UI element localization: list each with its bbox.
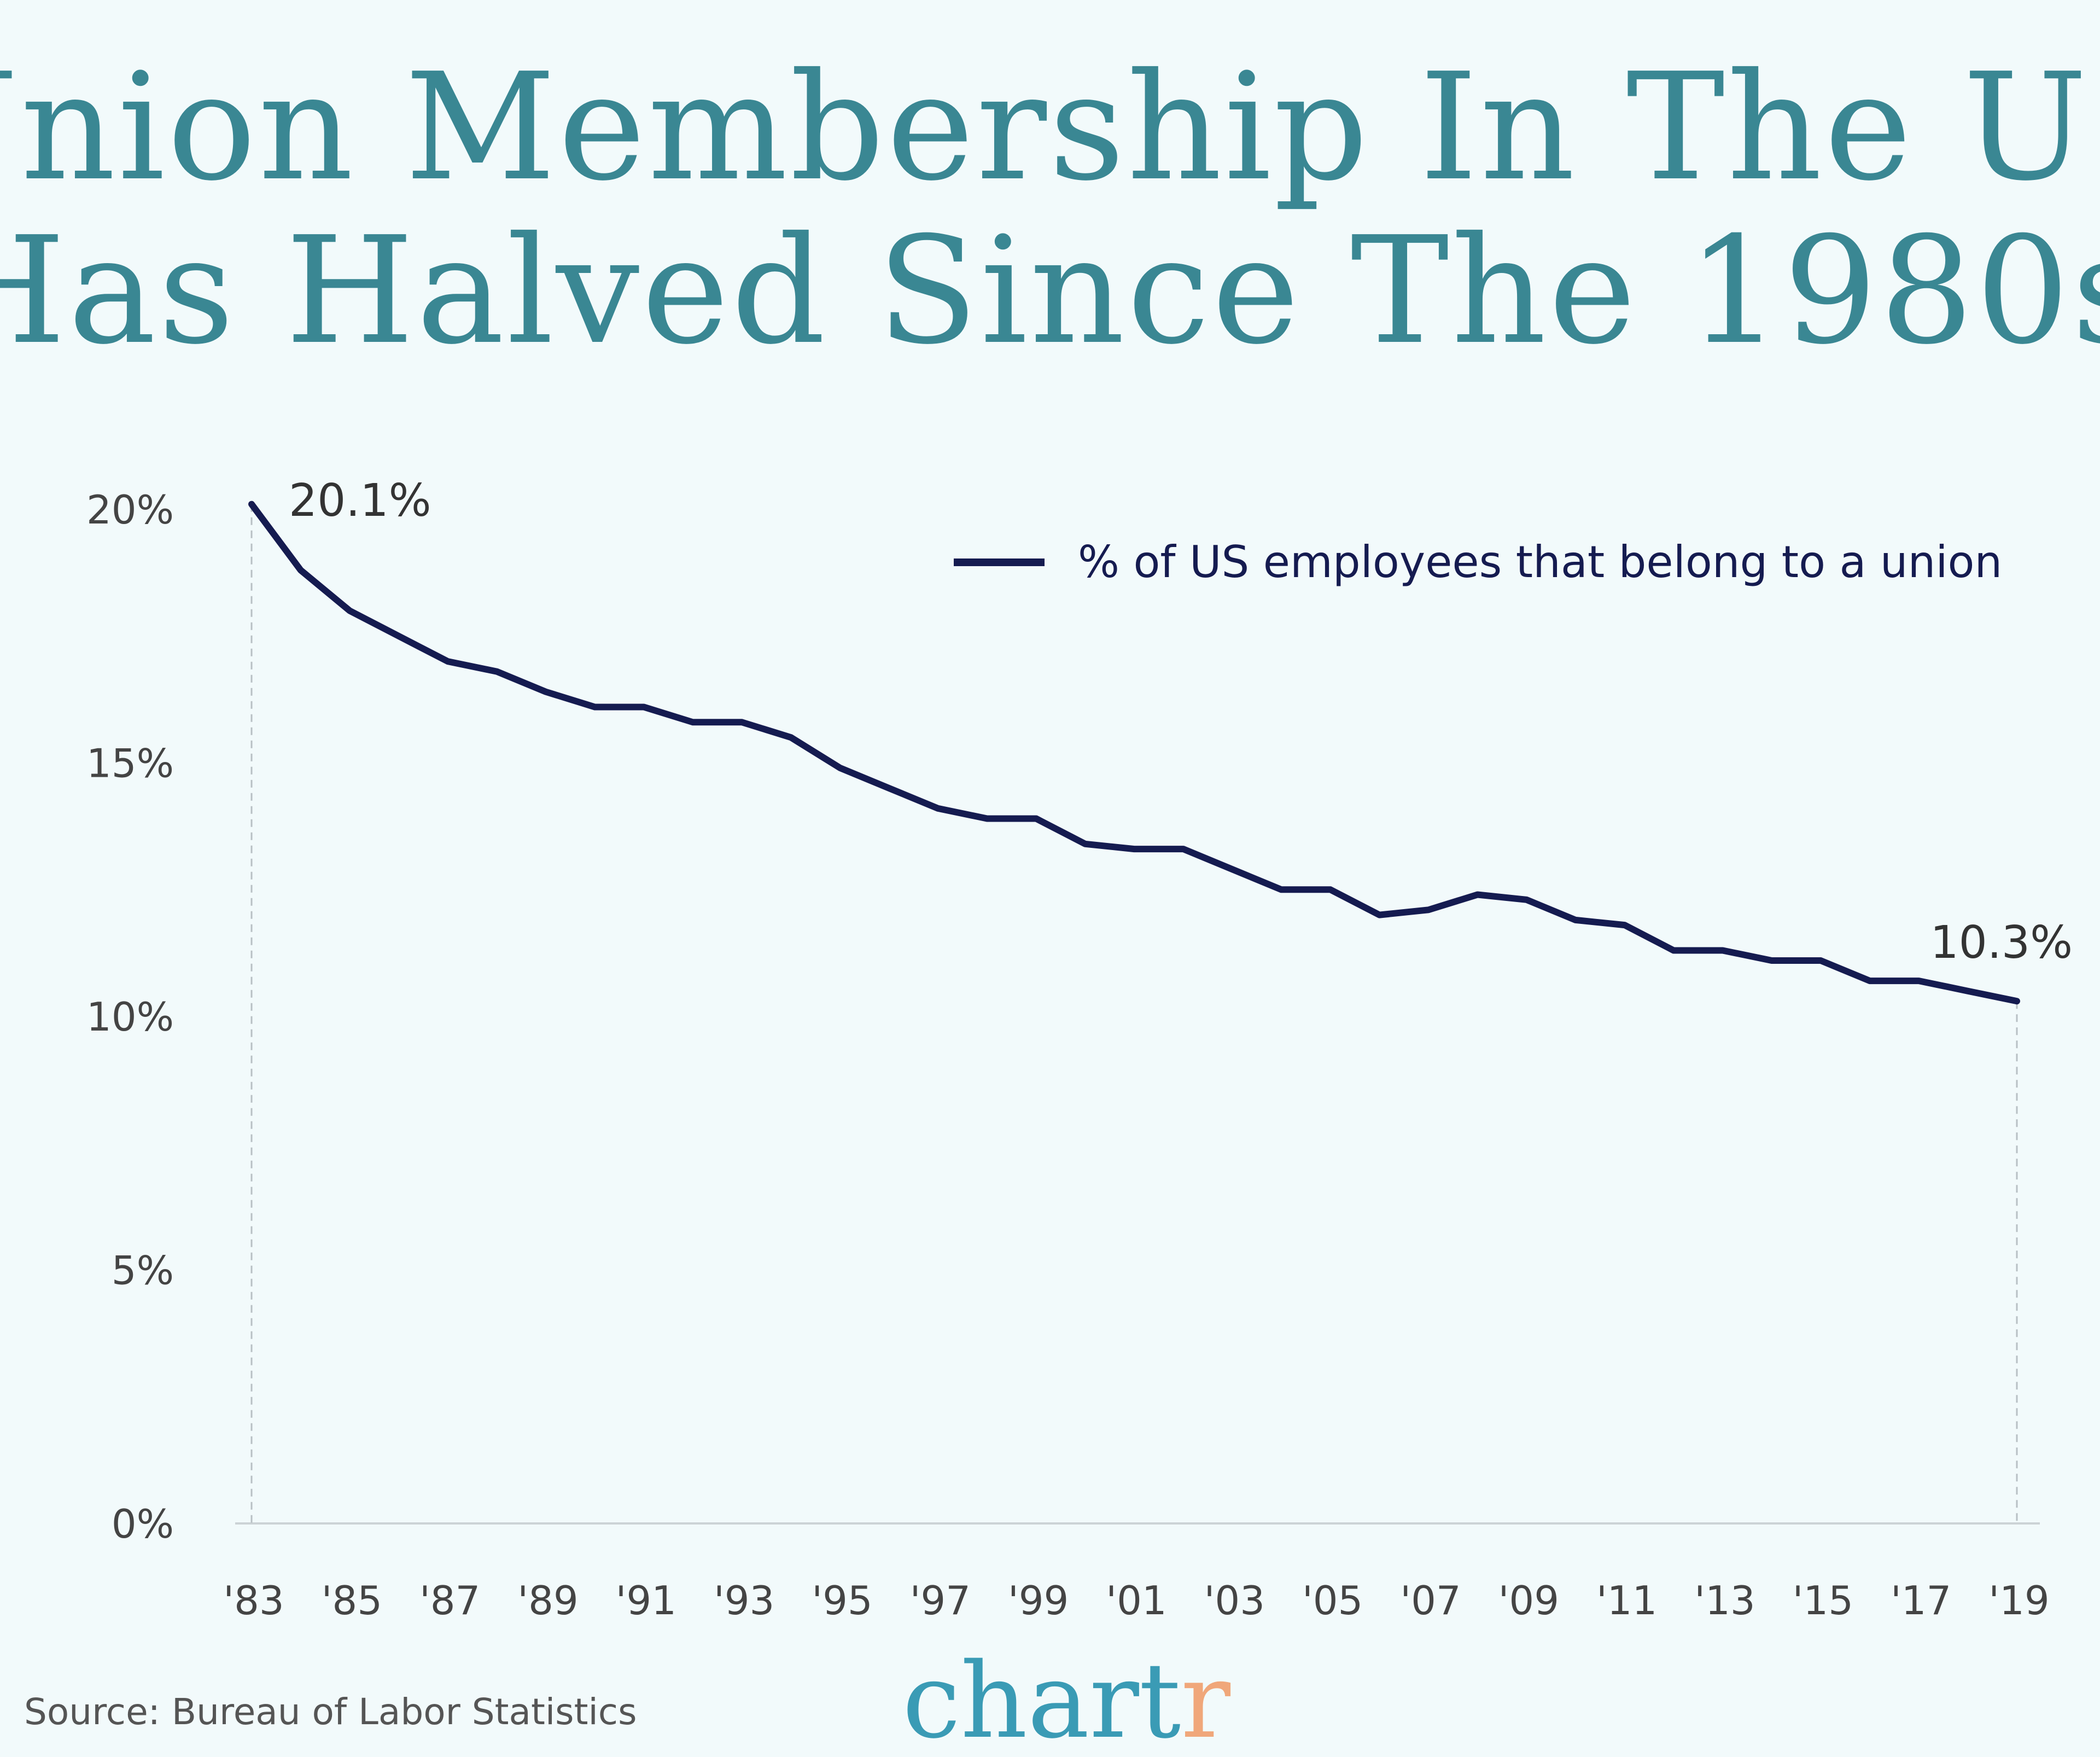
x-tick-label: '07 — [1400, 1578, 1461, 1624]
legend: % of US employees that belong to a union — [954, 537, 2002, 587]
x-tick-label: '95 — [812, 1578, 872, 1624]
x-tick-label: '19 — [1988, 1578, 2049, 1624]
x-tick-label: '85 — [322, 1578, 382, 1624]
annotation-label: 20.1% — [289, 475, 431, 527]
y-tick-label: 15% — [86, 741, 174, 787]
x-tick-label: '09 — [1498, 1578, 1559, 1624]
x-tick-label: '99 — [1008, 1578, 1069, 1624]
x-tick-label: '11 — [1596, 1578, 1657, 1624]
x-tick-label: '93 — [714, 1578, 774, 1624]
x-tick-label: '97 — [910, 1578, 971, 1624]
logo-main: chart — [902, 1640, 1181, 1757]
chartr-logo: chartr — [902, 1640, 1230, 1757]
y-tick-label: 20% — [86, 487, 174, 533]
x-tick-label: '87 — [419, 1578, 480, 1624]
series-line — [248, 501, 2020, 1005]
y-tick-label: 5% — [112, 1248, 174, 1294]
y-tick-label: 0% — [112, 1501, 174, 1547]
chart-title-line-2: Has Halved Since The 1980s — [0, 205, 2100, 377]
y-tick-label: 10% — [86, 994, 174, 1040]
x-tick-label: '05 — [1302, 1578, 1363, 1624]
x-tick-label: '91 — [616, 1578, 676, 1624]
x-tick-label: '17 — [1891, 1578, 1951, 1624]
x-tick-label: '13 — [1694, 1578, 1755, 1624]
x-tick-label: '89 — [517, 1578, 578, 1624]
chart-title-line-1: Union Membership In The US — [0, 41, 2100, 213]
annotation-label: 10.3% — [1930, 917, 2073, 969]
source-note: Source: Bureau of Labor Statistics — [24, 1691, 637, 1733]
x-tick-label: '83 — [223, 1578, 284, 1624]
x-tick-label: '15 — [1793, 1578, 1853, 1624]
logo-accent: r — [1181, 1640, 1230, 1757]
x-tick-label: '01 — [1106, 1578, 1166, 1624]
legend-label: % of US employees that belong to a union — [1078, 537, 2002, 587]
x-tick-label: '03 — [1204, 1578, 1265, 1624]
